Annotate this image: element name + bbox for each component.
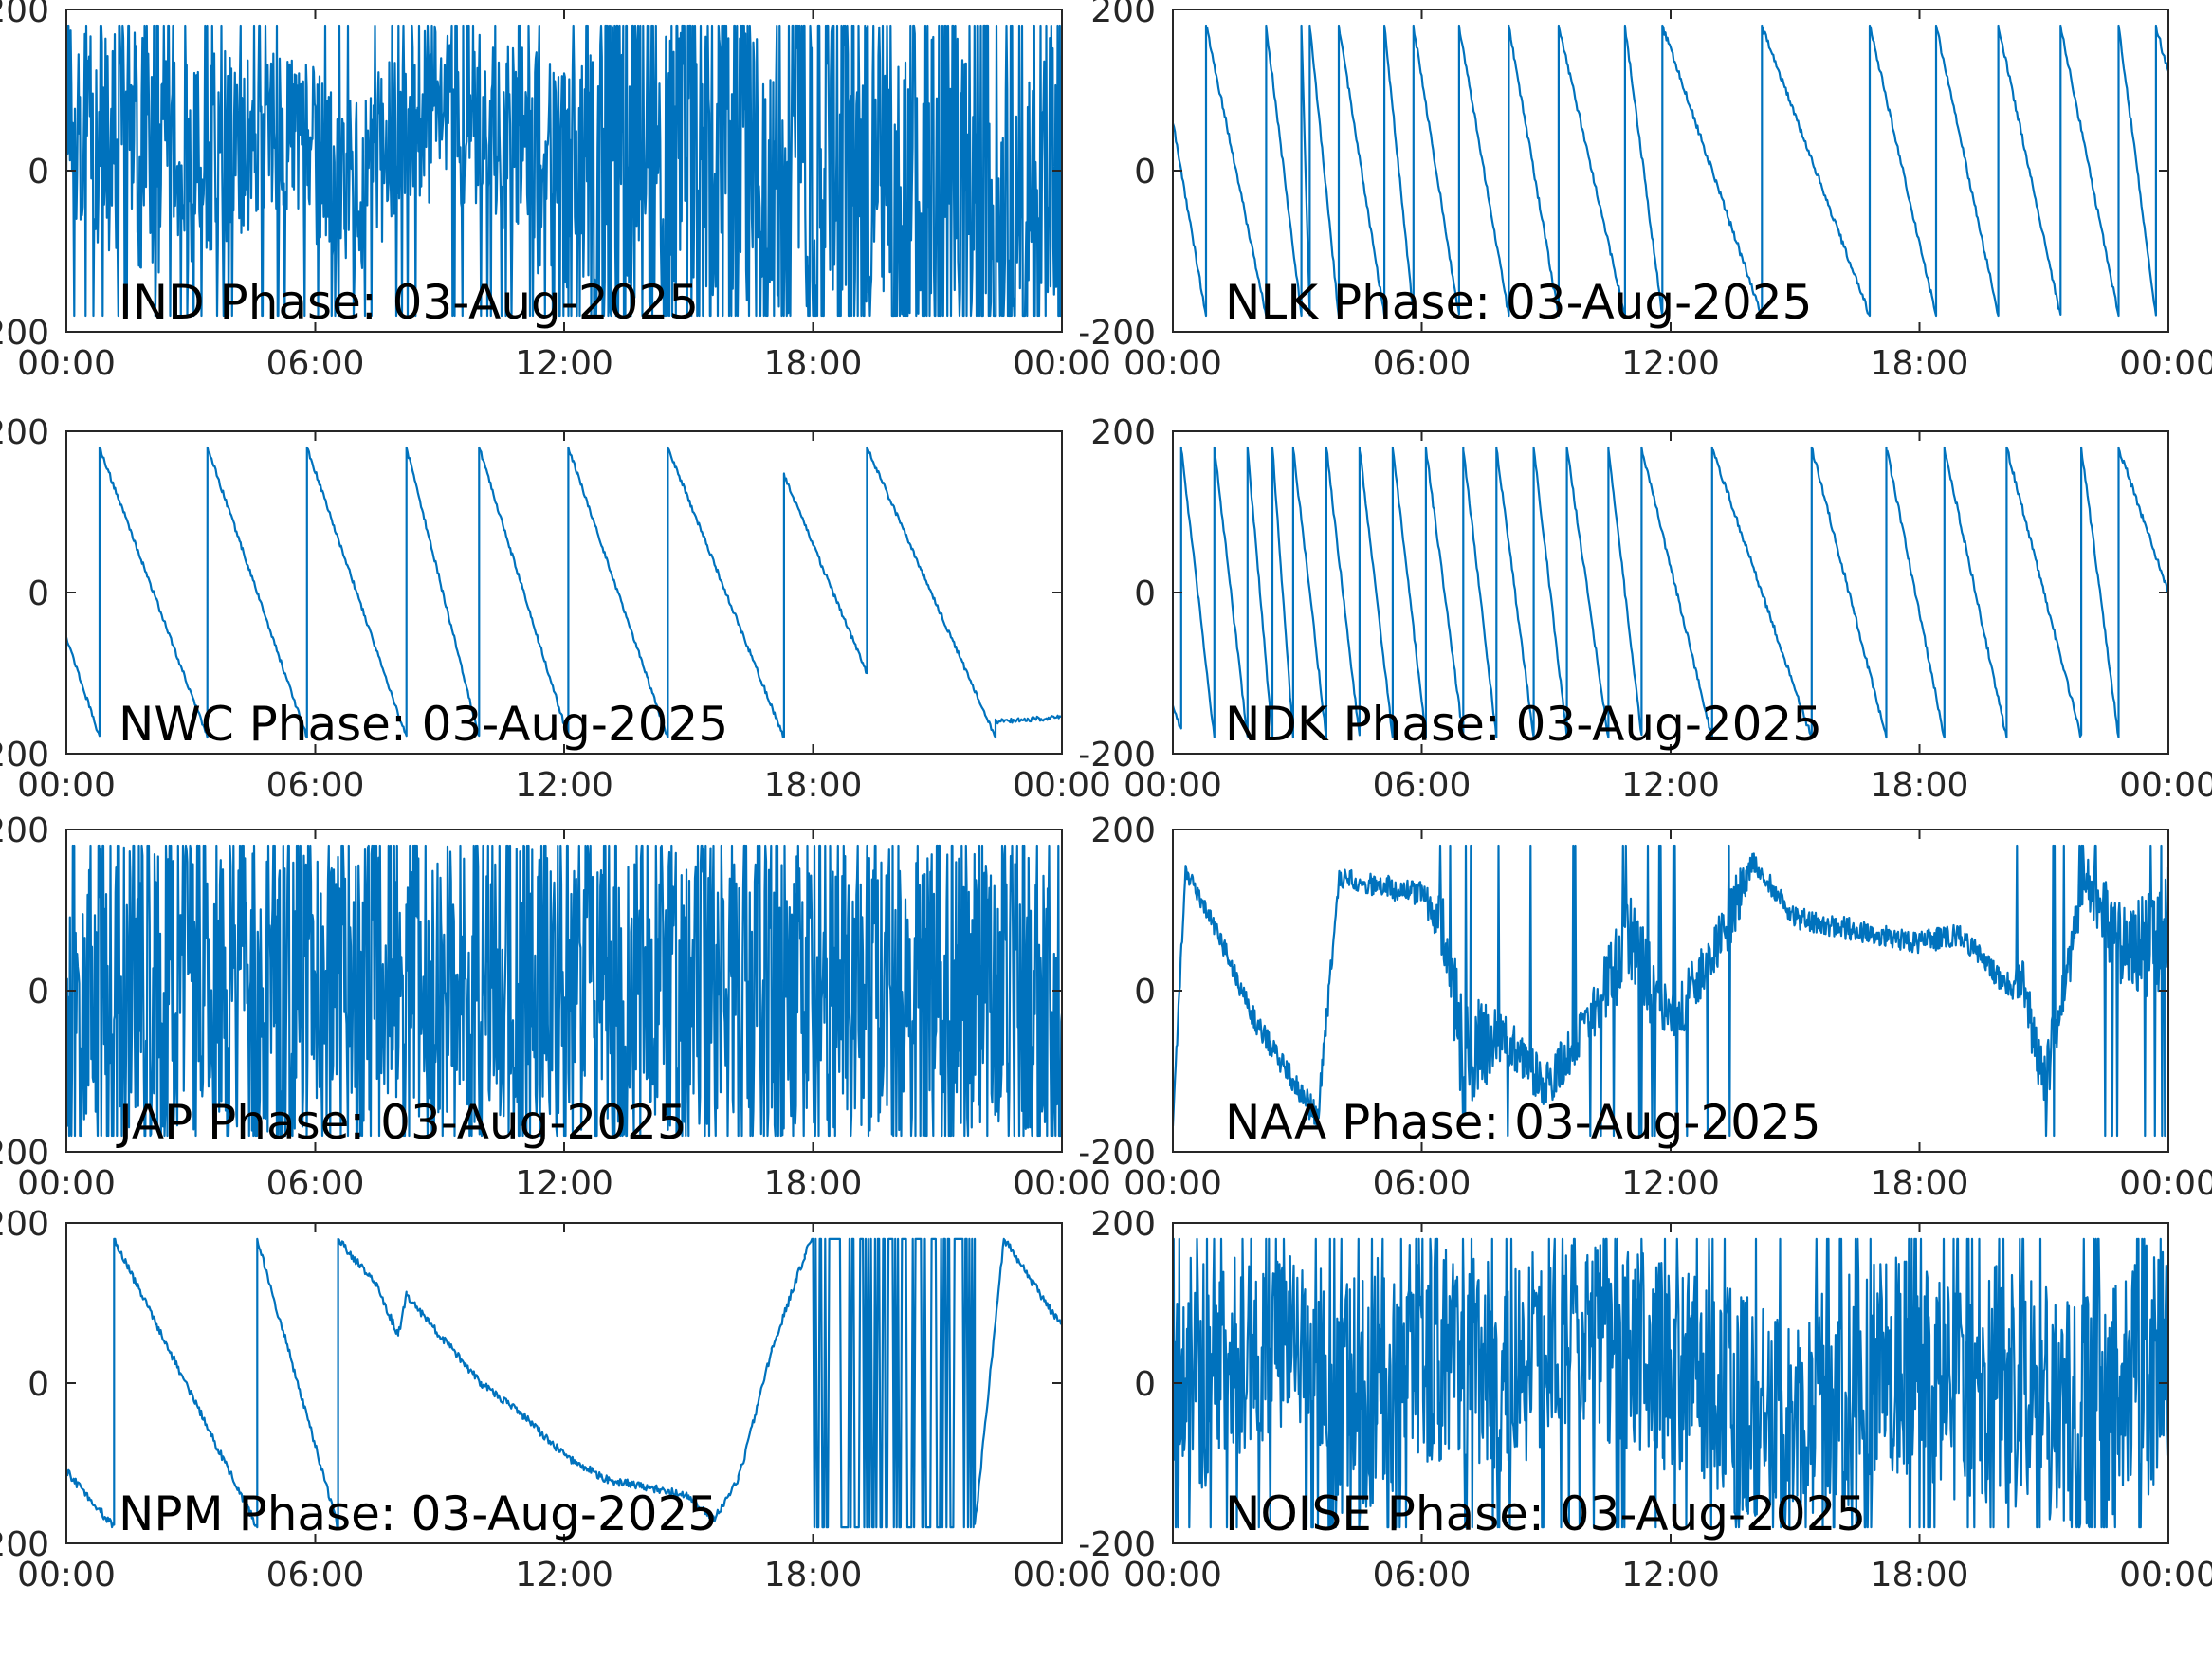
series-line xyxy=(1173,446,2168,739)
x-tick-label: 00:00 xyxy=(2119,344,2212,383)
x-tick-label: 00:00 xyxy=(17,344,116,383)
y-tick-label: -200 xyxy=(1078,1134,1156,1173)
x-tick-label: 12:00 xyxy=(1621,766,1720,805)
panel-label: NLK Phase: 03-Aug-2025 xyxy=(1225,275,1812,330)
x-tick-label: 00:00 xyxy=(17,766,116,805)
x-tick-label: 06:00 xyxy=(1373,766,1472,805)
y-tick-label: 0 xyxy=(27,153,49,191)
x-tick-label: 18:00 xyxy=(1871,1164,1969,1203)
x-tick-label: 00:00 xyxy=(1013,1164,1111,1203)
x-tick-label: 00:00 xyxy=(17,1164,116,1203)
panel-label: NAA Phase: 03-Aug-2025 xyxy=(1225,1095,1821,1150)
x-tick-label: 12:00 xyxy=(515,766,613,805)
y-tick-label: -200 xyxy=(0,314,49,353)
y-tick-label: -200 xyxy=(1078,736,1156,775)
y-tick-label: -200 xyxy=(0,1525,49,1564)
panel-label: NDK Phase: 03-Aug-2025 xyxy=(1225,697,1822,752)
x-tick-label: 00:00 xyxy=(2119,766,2212,805)
x-tick-label: 00:00 xyxy=(1124,766,1222,805)
x-tick-label: 18:00 xyxy=(764,1556,863,1595)
panel-label: IND Phase: 03-Aug-2025 xyxy=(119,275,699,330)
y-tick-label: 0 xyxy=(1134,973,1156,1012)
y-tick-label: 200 xyxy=(0,811,49,850)
y-tick-label: 200 xyxy=(1090,1205,1156,1244)
y-tick-label: 0 xyxy=(27,973,49,1012)
series-line xyxy=(66,24,1062,318)
panel-label: NPM Phase: 03-Aug-2025 xyxy=(119,1486,718,1541)
x-tick-label: 00:00 xyxy=(1013,766,1111,805)
y-tick-label: 200 xyxy=(0,413,49,452)
x-tick-label: 18:00 xyxy=(764,344,863,383)
series-line xyxy=(1173,844,2168,1138)
series-line xyxy=(66,1237,1062,1529)
x-tick-label: 12:00 xyxy=(515,1164,613,1203)
x-tick-label: 18:00 xyxy=(764,766,863,805)
axes-frame xyxy=(65,430,1063,755)
axes-frame xyxy=(1172,430,2169,755)
x-tick-label: 12:00 xyxy=(515,1556,613,1595)
x-tick-label: 12:00 xyxy=(1621,1164,1720,1203)
x-tick-label: 06:00 xyxy=(266,344,365,383)
panel-label: NOISE Phase: 03-Aug-2025 xyxy=(1225,1486,1866,1541)
x-tick-label: 06:00 xyxy=(266,1164,365,1203)
x-tick-label: 18:00 xyxy=(1871,1556,1969,1595)
y-tick-label: -200 xyxy=(1078,1525,1156,1564)
x-tick-label: 06:00 xyxy=(1373,344,1472,383)
y-tick-label: 200 xyxy=(1090,811,1156,850)
x-tick-label: 12:00 xyxy=(1621,344,1720,383)
x-tick-label: 18:00 xyxy=(764,1164,863,1203)
y-tick-label: 0 xyxy=(27,1365,49,1404)
x-tick-label: 06:00 xyxy=(266,766,365,805)
y-tick-label: -200 xyxy=(0,736,49,775)
series-line xyxy=(66,446,1062,739)
x-tick-label: 12:00 xyxy=(1621,1556,1720,1595)
y-tick-label: -200 xyxy=(0,1134,49,1173)
y-tick-label: 0 xyxy=(27,574,49,613)
y-tick-label: 0 xyxy=(1134,574,1156,613)
x-tick-label: 18:00 xyxy=(1871,766,1969,805)
x-tick-label: 06:00 xyxy=(266,1556,365,1595)
panel-label: JAP Phase: 03-Aug-2025 xyxy=(116,1095,687,1150)
x-tick-label: 00:00 xyxy=(1124,344,1222,383)
x-tick-label: 00:00 xyxy=(1013,1556,1111,1595)
series-line xyxy=(1173,1237,2168,1529)
x-tick-label: 00:00 xyxy=(1013,344,1111,383)
y-tick-label: 200 xyxy=(1090,413,1156,452)
x-tick-label: 00:00 xyxy=(2119,1164,2212,1203)
y-tick-label: -200 xyxy=(1078,314,1156,353)
x-tick-label: 18:00 xyxy=(1871,344,1969,383)
x-tick-label: 00:00 xyxy=(17,1556,116,1595)
y-tick-label: 0 xyxy=(1134,1365,1156,1404)
y-tick-label: 200 xyxy=(1090,0,1156,30)
panel-label: NWC Phase: 03-Aug-2025 xyxy=(119,697,728,752)
x-tick-label: 06:00 xyxy=(1373,1164,1472,1203)
y-tick-label: 200 xyxy=(0,0,49,30)
x-tick-label: 12:00 xyxy=(515,344,613,383)
y-tick-label: 200 xyxy=(0,1205,49,1244)
x-tick-label: 06:00 xyxy=(1373,1556,1472,1595)
series-line xyxy=(66,844,1062,1138)
x-tick-label: 00:00 xyxy=(2119,1556,2212,1595)
y-tick-label: 0 xyxy=(1134,153,1156,191)
series-line xyxy=(1173,24,2168,318)
x-tick-label: 00:00 xyxy=(1124,1164,1222,1203)
x-tick-label: 00:00 xyxy=(1124,1556,1222,1595)
